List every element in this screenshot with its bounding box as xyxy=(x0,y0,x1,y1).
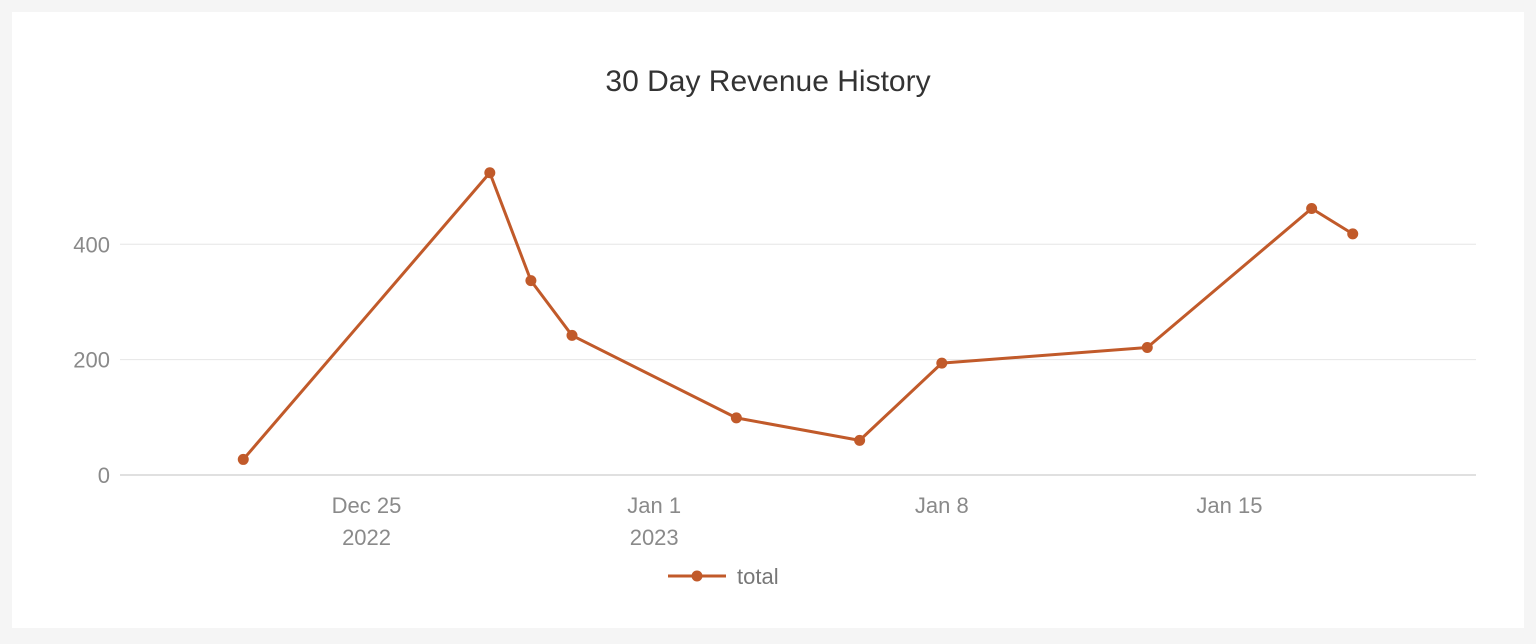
chart-title: 30 Day Revenue History xyxy=(605,65,930,98)
data-point xyxy=(854,434,866,446)
x-tick-year-label: 2023 xyxy=(630,525,679,550)
legend-label: total xyxy=(737,564,779,589)
y-tick-label: 400 xyxy=(73,232,110,257)
data-point xyxy=(1347,228,1359,240)
data-point xyxy=(936,357,948,369)
y-axis: 0 200 400 xyxy=(73,232,110,488)
data-point xyxy=(525,275,537,287)
legend-swatch-marker xyxy=(691,570,703,582)
data-point xyxy=(566,329,578,341)
data-point xyxy=(484,167,496,179)
data-point xyxy=(1141,342,1153,354)
y-tick-label: 0 xyxy=(98,463,110,488)
legend[interactable]: total xyxy=(668,564,779,589)
series-total xyxy=(237,167,1359,465)
x-tick-label: Jan 1 xyxy=(627,493,681,518)
x-tick-label: Jan 8 xyxy=(915,493,969,518)
x-tick-year-label: 2022 xyxy=(342,525,391,550)
data-point xyxy=(1306,203,1318,215)
x-tick-label: Jan 15 xyxy=(1196,493,1262,518)
x-axis: Dec 25 2022 Jan 1 2023 Jan 8 Jan 15 xyxy=(332,493,1263,550)
y-tick-label: 200 xyxy=(73,348,110,373)
grid-lines xyxy=(120,243,1476,476)
series-line-total xyxy=(241,171,1355,461)
chart-card: 30 Day Revenue History 0 200 400 Dec 25 202… xyxy=(12,12,1524,628)
data-point xyxy=(730,412,742,424)
data-point xyxy=(237,453,249,465)
revenue-line-chart: 30 Day Revenue History 0 200 400 Dec 25 202… xyxy=(73,65,1476,589)
x-tick-label: Dec 25 xyxy=(332,493,402,518)
